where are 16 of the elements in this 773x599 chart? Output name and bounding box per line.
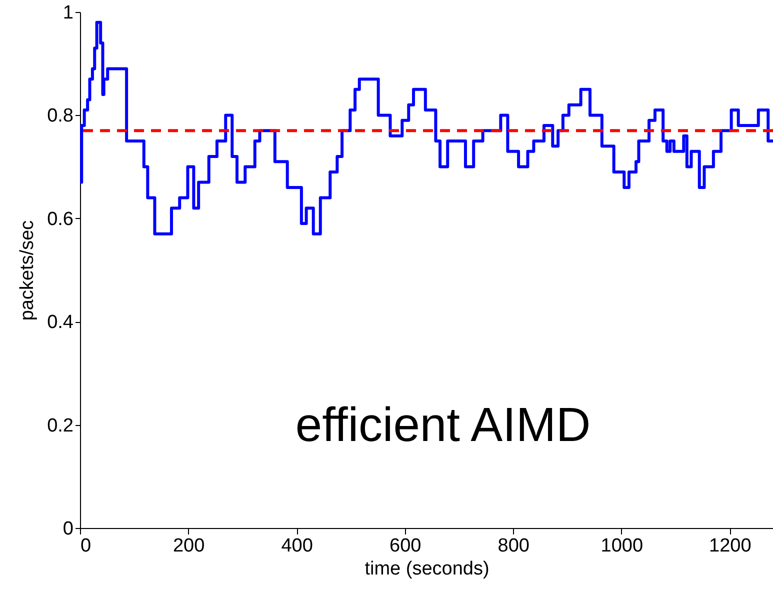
y-tick-label: 0.6: [47, 208, 74, 230]
x-tick-label: 1000: [600, 536, 644, 556]
y-tick-label: 0.8: [47, 106, 74, 127]
x-tick-label: 1200: [709, 536, 752, 556]
y-tick-label: 0.2: [47, 415, 74, 436]
y-tick-label: 0: [62, 518, 74, 540]
x-tick-label: 0: [80, 536, 92, 556]
x-tick-label: 400: [281, 536, 313, 556]
y-axis-title: packets/sec: [17, 220, 38, 321]
y-tick-label: 1: [62, 2, 74, 24]
annotation: efficient AIMD: [295, 399, 591, 452]
y-tick-label: 0.4: [47, 312, 74, 334]
x-tick-label: 200: [172, 536, 205, 556]
x-tick-label: 800: [498, 536, 530, 556]
x-axis-title: time (seconds): [364, 558, 490, 580]
x-tick-label: 600: [389, 536, 422, 556]
